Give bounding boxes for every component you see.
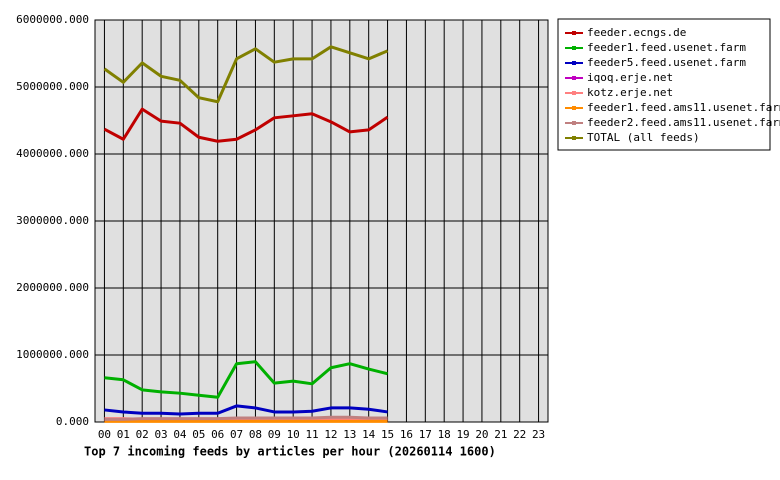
y-tick-label: 3000000.000 [16, 214, 89, 227]
x-tick-label: 09 [268, 428, 281, 441]
x-tick-label: 17 [419, 428, 432, 441]
legend-label: feeder.ecngs.de [587, 26, 686, 39]
x-tick-label: 19 [456, 428, 469, 441]
legend-marker [572, 121, 576, 125]
x-tick-label: 14 [362, 428, 376, 441]
legend-label: feeder1.feed.ams11.usenet.farm [587, 101, 780, 114]
legend-marker [572, 76, 576, 80]
x-tick-label: 08 [249, 428, 262, 441]
legend-marker [572, 31, 576, 35]
legend-label: feeder1.feed.usenet.farm [587, 41, 746, 54]
x-tick-label: 06 [211, 428, 224, 441]
y-tick-label: 4000000.000 [16, 147, 89, 160]
legend-marker [572, 61, 576, 65]
x-tick-label: 21 [494, 428, 507, 441]
x-tick-label: 16 [400, 428, 413, 441]
x-tick-label: 12 [324, 428, 337, 441]
legend-label: kotz.erje.net [587, 86, 673, 99]
legend-label: iqoq.erje.net [587, 71, 673, 84]
x-tick-label: 04 [173, 428, 187, 441]
legend-label: feeder5.feed.usenet.farm [587, 56, 746, 69]
y-tick-label: 1000000.000 [16, 348, 89, 361]
x-tick-label: 03 [154, 428, 167, 441]
series-line [104, 360, 388, 399]
y-tick-label: 6000000.000 [16, 13, 89, 26]
x-tick-label: 23 [532, 428, 545, 441]
legend-label: TOTAL (all feeds) [587, 131, 700, 144]
y-tick-label: 0.000 [56, 415, 89, 428]
legend-marker [572, 106, 576, 110]
x-tick-label: 11 [305, 428, 318, 441]
chart-title: Top 7 incoming feeds by articles per hou… [84, 445, 496, 459]
y-tick-label: 5000000.000 [16, 80, 89, 93]
series-line [103, 107, 389, 143]
x-tick-label: 07 [230, 428, 243, 441]
legend-label: feeder2.feed.ams11.usenet.farm [587, 116, 780, 129]
x-tick-label: 05 [192, 428, 205, 441]
y-tick-label: 2000000.000 [16, 281, 89, 294]
x-tick-label: 00 [98, 428, 111, 441]
x-tick-label: 10 [287, 428, 300, 441]
legend-marker [572, 91, 576, 95]
x-tick-label: 02 [136, 428, 149, 441]
x-tick-label: 13 [343, 428, 356, 441]
x-tick-label: 15 [381, 428, 394, 441]
series-line [103, 45, 389, 104]
x-tick-label: 01 [117, 428, 130, 441]
x-tick-label: 18 [438, 428, 451, 441]
series-line [104, 415, 388, 421]
x-tick-label: 22 [513, 428, 526, 441]
series-line [104, 404, 388, 416]
legend-marker [572, 136, 576, 140]
legend-marker [572, 46, 576, 50]
x-tick-label: 20 [475, 428, 488, 441]
legend [557, 18, 771, 151]
